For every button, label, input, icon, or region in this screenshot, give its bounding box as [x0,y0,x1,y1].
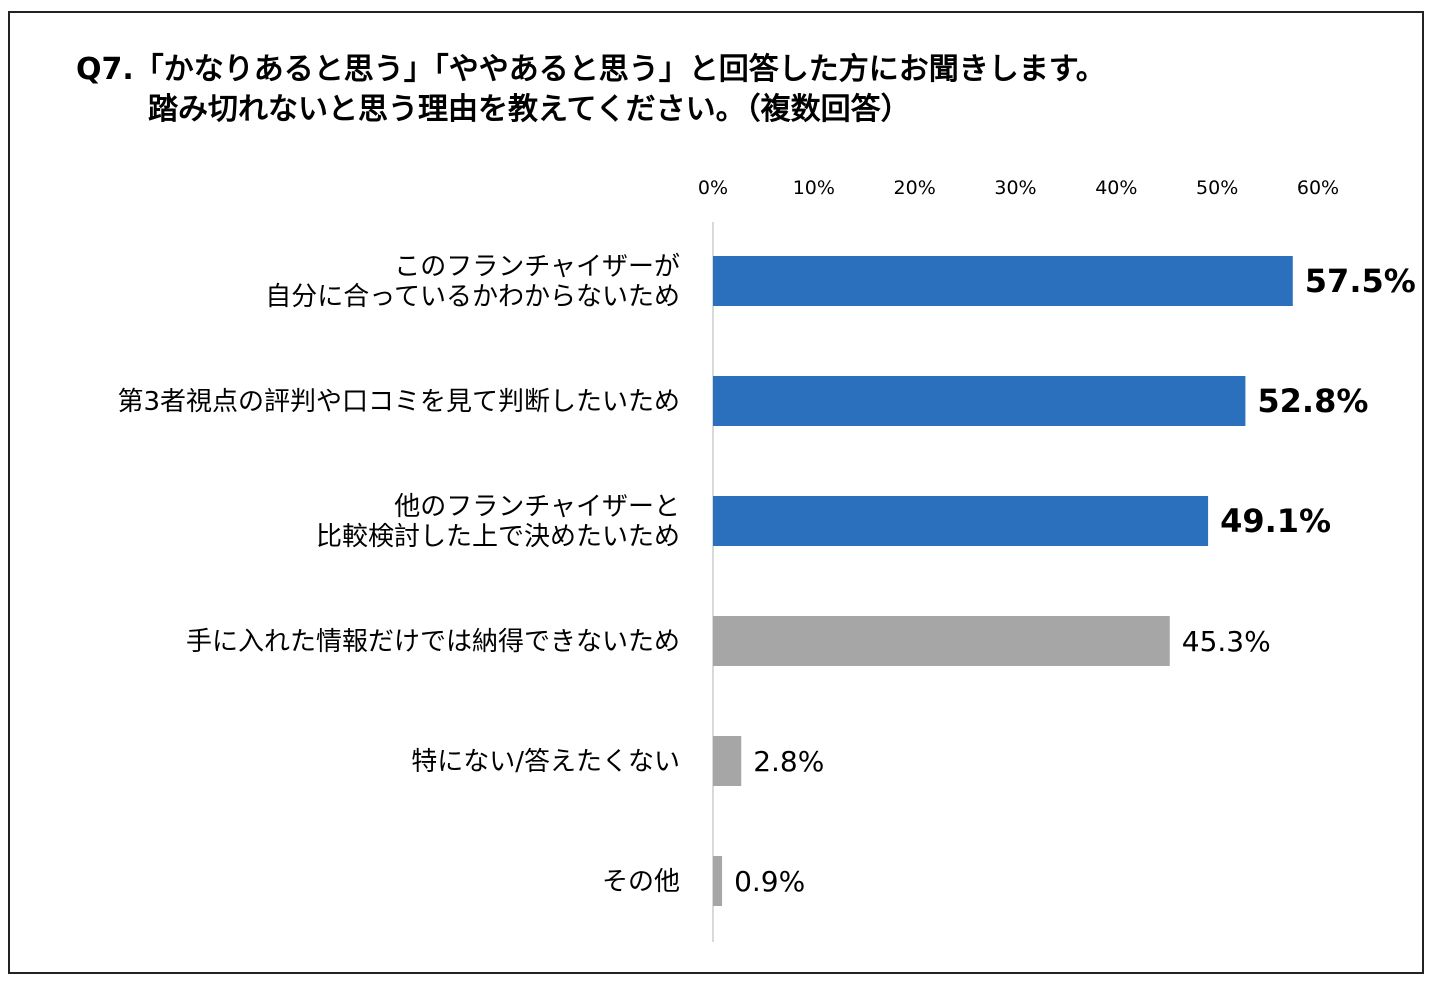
x-tick-label: 30% [994,177,1036,199]
bar [713,616,1170,666]
data-label: 0.9% [734,865,805,898]
chart-frame [8,11,1424,974]
x-tick-label: 60% [1297,177,1339,199]
bar [713,856,723,906]
data-label: 45.3% [1182,625,1271,658]
bar [713,736,742,786]
x-tick-label: 10% [793,177,835,199]
category-label: このフランチャイザーが [394,252,680,282]
category-label: 比較検討した上で決めたいため [316,522,680,552]
category-label: 自分に合っているかわからないため [265,282,680,312]
bar [713,496,1209,546]
data-label: 2.8% [753,745,824,778]
data-label: 57.5% [1305,262,1416,300]
bar [713,376,1246,426]
category-label: 手に入れた情報だけでは納得できないため [186,627,680,657]
category-label: その他 [602,867,680,897]
data-label: 52.8% [1257,382,1368,420]
x-tick-label: 50% [1196,177,1238,199]
category-label: 他のフランチャイザーと [394,492,680,522]
chart-title-line-2: 踏み切れないと思う理由を教えてください。（複数回答） [148,92,911,127]
x-tick-label: 20% [894,177,936,199]
data-label: 49.1% [1220,502,1331,540]
x-tick-label: 40% [1095,177,1137,199]
category-label: 特にない/答えたくない [411,747,680,777]
chart-title-line-1: Q7.「かなりあると思う」「ややあると思う」と回答した方にお聞きします。 [76,52,1106,87]
x-tick-label: 0% [698,177,728,199]
category-label: 第3者視点の評判や口コミを見て判断したいため [117,387,680,417]
bar [713,256,1293,306]
